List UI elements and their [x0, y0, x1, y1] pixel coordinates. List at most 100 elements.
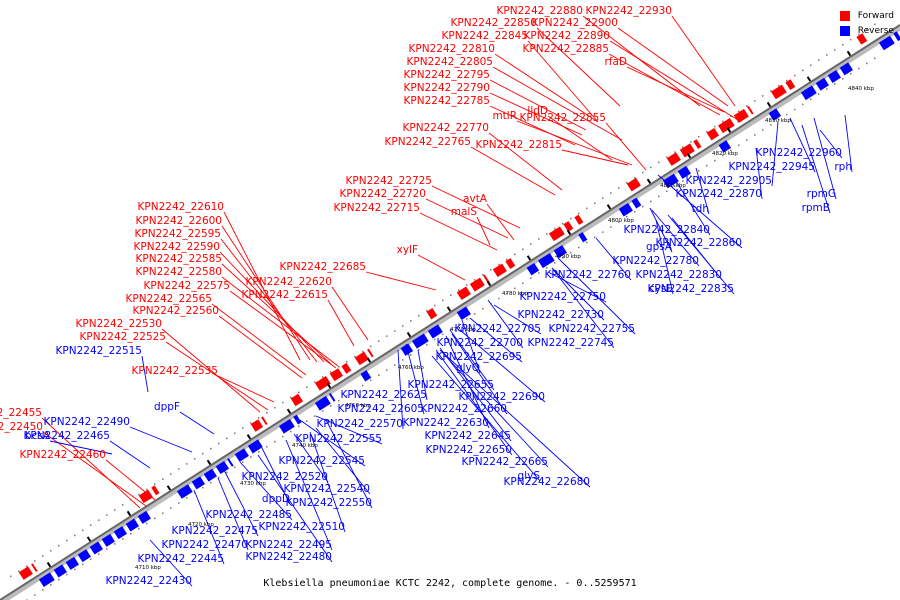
track-dot	[114, 509, 116, 511]
reverse-leader-line	[459, 329, 546, 403]
reverse-gene	[89, 541, 103, 555]
track-dot	[298, 391, 300, 394]
track-dot	[26, 565, 28, 567]
reverse-gene	[662, 173, 679, 189]
track-dot	[218, 476, 220, 479]
reverse-gene	[65, 556, 79, 570]
forward-gene-label: KPN2242_22785	[404, 95, 490, 107]
track-dot	[434, 338, 436, 341]
forward-leader-line	[211, 303, 307, 376]
track-dot	[210, 447, 212, 450]
track-dot	[106, 548, 108, 550]
forward-leader-line	[489, 92, 583, 136]
forward-leader-line	[419, 212, 498, 251]
scale-tick-label: 4740 kbp	[292, 443, 318, 449]
reverse-gene	[38, 572, 55, 587]
reverse-gene-label: bcsA	[25, 430, 51, 442]
reverse-gene	[553, 245, 567, 259]
forward-gene-label: KPN2242_22805	[407, 56, 493, 68]
forward-leader-line	[486, 203, 515, 241]
forward-leader-line	[165, 341, 269, 411]
reverse-leader-line	[649, 207, 673, 253]
forward-leader-line	[425, 198, 509, 239]
scale-tick-label: 4770 kbp	[450, 327, 476, 333]
track-dot	[722, 154, 724, 157]
reverse-gene-label: KPN2242_22705	[455, 323, 541, 335]
reverse-gene-label: KPN2242_22700	[437, 337, 523, 349]
reverse-leader-line	[461, 319, 481, 374]
track-dot	[266, 412, 268, 414]
feature-tick	[406, 331, 412, 338]
track-dot	[530, 243, 532, 245]
track-dot	[370, 345, 372, 348]
reverse-gene-label: cysE	[649, 283, 673, 295]
reverse-gene	[314, 396, 331, 411]
forward-gene	[426, 308, 438, 320]
track-dot	[834, 83, 836, 85]
reverse-gene	[215, 461, 229, 475]
feature-tick	[366, 357, 372, 363]
track-dot	[538, 238, 540, 240]
track-dot	[74, 568, 76, 571]
track-dot	[234, 466, 236, 468]
feature-tick	[646, 178, 652, 184]
reverse-gene-label: glyQ	[456, 362, 480, 374]
track-dot	[138, 527, 140, 530]
forward-gene	[290, 393, 304, 407]
reverse-leader-line	[595, 237, 632, 281]
track-dot	[586, 241, 588, 244]
track-dot	[858, 33, 860, 36]
reverse-gene	[427, 324, 443, 339]
track-dot	[466, 318, 468, 320]
reverse-gene-label: KPN2242_22690	[459, 391, 545, 403]
reverse-gene	[176, 484, 193, 499]
track-dot	[426, 343, 428, 346]
track-dot	[778, 84, 780, 87]
forward-gene	[770, 84, 787, 100]
track-dot	[346, 394, 348, 397]
feature-tick	[486, 280, 492, 287]
track-dot	[362, 384, 364, 387]
legend-forward-label: Forward	[857, 10, 894, 21]
forward-gene-label: KPN2242_22715	[334, 202, 420, 214]
feature-tick	[46, 561, 52, 568]
track-dot	[458, 323, 460, 325]
forward-gene-label: KPN2242_22855	[520, 112, 606, 124]
forward-leader-line	[605, 122, 647, 171]
track-dot	[786, 113, 788, 116]
track-dot	[850, 72, 852, 75]
track-dot	[410, 354, 412, 356]
reverse-gene	[247, 439, 263, 454]
forward-gene	[679, 143, 695, 158]
track-dot	[394, 330, 396, 332]
reverse-gene-label: KPN2242_22515	[56, 345, 142, 357]
track-dot	[202, 486, 204, 489]
track-dot	[274, 440, 276, 443]
track-dot	[842, 78, 844, 80]
reverse-gene	[191, 476, 205, 490]
forward-gene-label: KPN2242_22585	[136, 253, 222, 265]
track-dot	[138, 493, 140, 496]
track-dot	[522, 282, 524, 284]
reverse-gene	[800, 85, 817, 101]
track-dot	[314, 415, 316, 417]
forward-gene	[856, 33, 868, 45]
track-dot	[10, 575, 12, 578]
scale-tick-label: 4720 kbp	[188, 522, 214, 528]
forward-leader-line	[218, 315, 303, 379]
feature-tick	[726, 127, 732, 133]
reverse-gene-label: KPN2242_22550	[286, 497, 372, 509]
track-dot	[722, 120, 724, 123]
reverse-leader-line	[801, 124, 831, 214]
track-dot	[346, 360, 348, 363]
reverse-gene-label: KPN2242_22695	[436, 351, 522, 363]
track-dot	[802, 69, 804, 72]
reverse-leader-line	[431, 355, 541, 482]
track-dot	[114, 543, 116, 545]
reverse-gene-label: KPN2242_22860	[656, 237, 742, 249]
scale-tick-label: 4830 kbp	[765, 118, 791, 124]
reverse-gene	[677, 165, 691, 179]
track-dot	[770, 90, 772, 92]
track-dot	[738, 144, 740, 146]
